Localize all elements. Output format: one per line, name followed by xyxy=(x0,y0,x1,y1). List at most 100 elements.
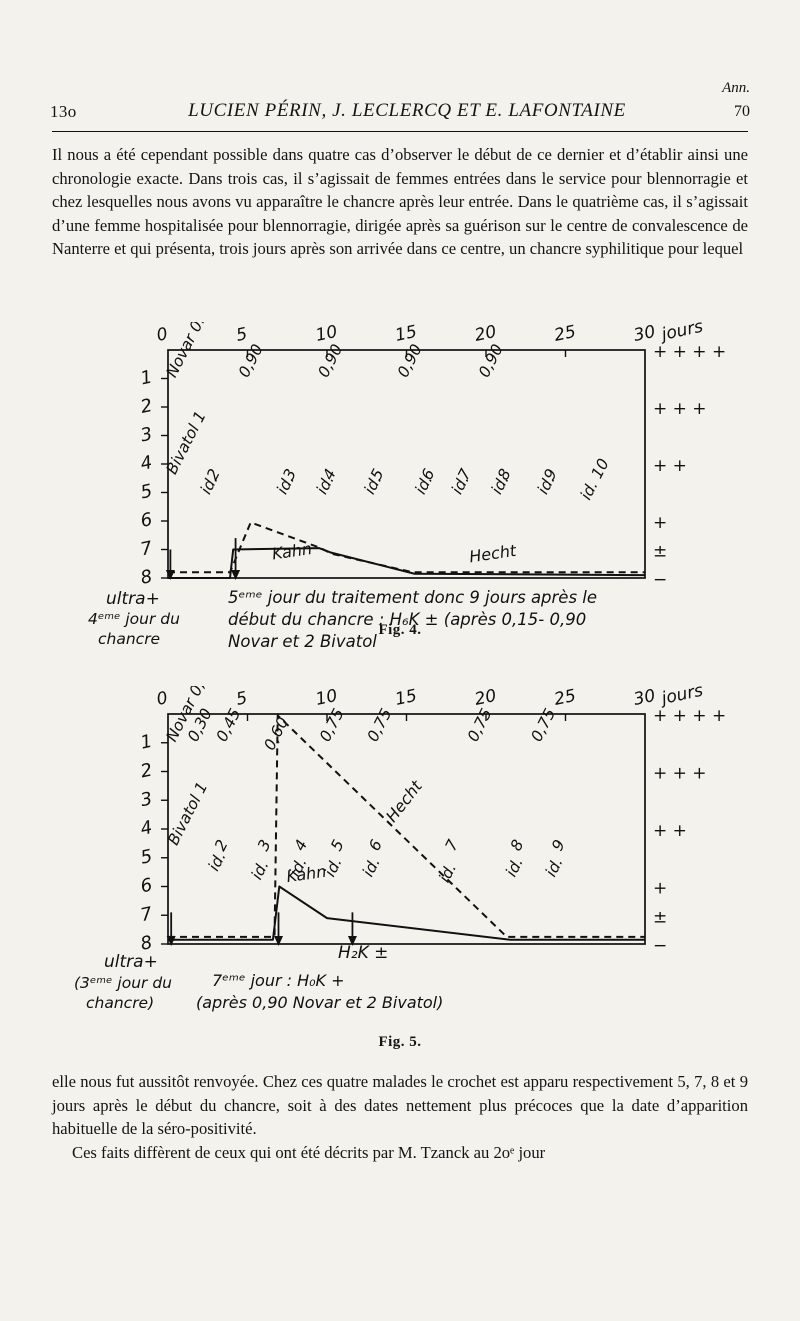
figure-note: 5ᵉᵐᵉ jour du traitement donc 9 jours apr… xyxy=(228,588,597,607)
figure-note: 7ᵉᵐᵉ jour : H₀K + xyxy=(212,971,345,990)
series-label-hecht: Hecht xyxy=(382,776,426,825)
treatment-label: 0,90 xyxy=(475,341,507,380)
event-arrow-head xyxy=(274,936,284,946)
treatment-label: id. xyxy=(502,855,527,880)
right-axis-label: ± xyxy=(653,542,667,562)
treatment-label: 0,75 xyxy=(528,706,560,745)
x-tick-label: 5 xyxy=(234,688,249,710)
series-label-kahn: Kahn xyxy=(271,539,313,563)
event-arrow-head xyxy=(166,936,176,946)
treatment-label: id. 10 xyxy=(577,456,613,503)
treatment-label: id. xyxy=(248,857,273,882)
body-text-bottom: elle nous fut aussitôt renvoyée. Chez ce… xyxy=(52,1070,748,1164)
treatment-label: 0,75 xyxy=(464,706,496,745)
treatment-label: 7 xyxy=(442,837,463,854)
figure-note: 4ᵉᵐᵉ jour du xyxy=(88,610,180,628)
right-axis-label: + + xyxy=(653,456,687,476)
x-tick-label: 20 xyxy=(473,686,498,710)
y-tick-label: 1 xyxy=(139,731,155,754)
y-tick-label: 2 xyxy=(139,395,155,418)
right-axis-label: + + + + xyxy=(653,342,726,362)
right-axis-label: − xyxy=(653,570,667,590)
figure-5-plot: 0 5 10 15 20 25 30 jours 1 2 3 4 5 6 7 8 + + + + + + + + +… xyxy=(0,686,800,1058)
figure-note: chancre) xyxy=(86,994,154,1012)
y-tick-label: 7 xyxy=(139,537,155,560)
right-axis-label: ± xyxy=(653,907,667,927)
treatment-label: 3 xyxy=(254,837,275,854)
treatment-label: id. xyxy=(542,855,567,880)
series-kahn xyxy=(168,885,645,941)
treatment-label: 0,90 xyxy=(315,341,347,380)
y-tick-label: 6 xyxy=(139,509,155,532)
right-axis-label: + + xyxy=(653,821,687,841)
running-head: 13o LUCIEN PÉRIN, J. LECLERCQ ET E. LAFO… xyxy=(50,80,750,126)
right-axis-label: + xyxy=(653,879,667,899)
y-tick-label: 1 xyxy=(139,366,155,389)
y-tick-label: 2 xyxy=(139,759,155,782)
figure-note: H₂K ± xyxy=(338,943,388,963)
y-tick-label: 4 xyxy=(139,452,155,475)
x-tick-label: 0 xyxy=(155,688,170,710)
right-axis-label: + + + + xyxy=(653,706,726,726)
treatment-label: 0,75 xyxy=(364,706,396,745)
treatment-label: 5 xyxy=(327,837,348,854)
treatment-label: 9 xyxy=(548,837,569,854)
x-tick-label: 10 xyxy=(314,322,339,346)
figure-5-caption: Fig. 5. xyxy=(378,1034,422,1050)
x-tick-label: 0 xyxy=(155,324,170,346)
treatment-label: Bivatol 1 xyxy=(164,779,211,848)
header-rule xyxy=(52,131,748,132)
running-title: LUCIEN PÉRIN, J. LECLERCQ ET E. LAFONTAI… xyxy=(188,100,626,121)
y-tick-label: 5 xyxy=(139,846,155,869)
figure-note: Novar et 2 Bivatol xyxy=(228,632,377,651)
treatment-label: 8 xyxy=(507,837,528,854)
page-number: 13o xyxy=(50,102,77,121)
x-tick-label: 5 xyxy=(234,324,249,346)
paragraph: Il nous a été cependant possible dans qu… xyxy=(52,145,748,259)
figure-note: début du chancre : H₆K ± (après 0,15- 0,… xyxy=(228,610,586,629)
figure-note: ultra+ xyxy=(106,589,160,609)
treatment-label: 4 xyxy=(291,837,312,854)
treatment-label: Novar 0.15 xyxy=(163,322,218,380)
figure-5: 0 5 10 15 20 25 30 jours 1 2 3 4 5 6 7 8 + + + + + + + + +… xyxy=(0,686,800,1058)
treatment-label: id. xyxy=(435,860,460,885)
series-label-hecht: Hecht xyxy=(468,541,518,566)
right-axis-label: − xyxy=(653,936,667,956)
series-hecht xyxy=(168,521,645,574)
treatment-label: Bivatol 1 xyxy=(163,408,210,477)
right-axis-label: + + + xyxy=(653,764,707,784)
right-axis-label: + + + xyxy=(653,399,707,419)
body-text-top: Il nous a été cependant possible dans qu… xyxy=(52,143,748,261)
treatment-label: 6 xyxy=(365,837,386,854)
figure-note: chancre xyxy=(98,630,160,648)
plot-frame xyxy=(167,713,646,945)
x-tick-label: 15 xyxy=(393,686,418,710)
y-tick-label: 3 xyxy=(139,423,155,446)
x-tick-label: 25 xyxy=(552,322,577,346)
journal-name: Ann. xyxy=(722,80,750,96)
x-tick-label: 30 xyxy=(632,322,657,346)
paragraph: elle nous fut aussitôt renvoyée. Chez ce… xyxy=(52,1072,748,1139)
treatment-label: 0,75 xyxy=(316,706,348,745)
event-arrow-head xyxy=(231,570,241,580)
y-tick-label: 3 xyxy=(139,788,155,811)
plot-frame xyxy=(167,349,646,579)
paragraph: Ces faits diffèrent de ceux qui ont été … xyxy=(72,1142,546,1162)
journal-volume: 70 xyxy=(734,102,750,120)
x-tick-label: 25 xyxy=(552,686,577,710)
y-tick-label: 7 xyxy=(139,903,155,926)
x-tick-label: 10 xyxy=(314,686,339,710)
treatment-label: 0,60 xyxy=(260,714,292,753)
y-tick-label: 4 xyxy=(139,817,155,840)
treatment-label: 0,90 xyxy=(235,341,267,380)
series-hecht xyxy=(168,714,645,938)
figure-4-caption: Fig. 4. xyxy=(378,622,422,638)
x-tick-label: 20 xyxy=(473,322,498,346)
y-tick-label: 8 xyxy=(139,932,155,955)
figure-note: (3ᵉᵐᵉ jour du xyxy=(74,974,172,992)
treatment-label: 0,45 xyxy=(213,706,245,745)
x-tick-label: 30 xyxy=(632,686,657,710)
treatment-label: 0,90 xyxy=(394,341,426,380)
